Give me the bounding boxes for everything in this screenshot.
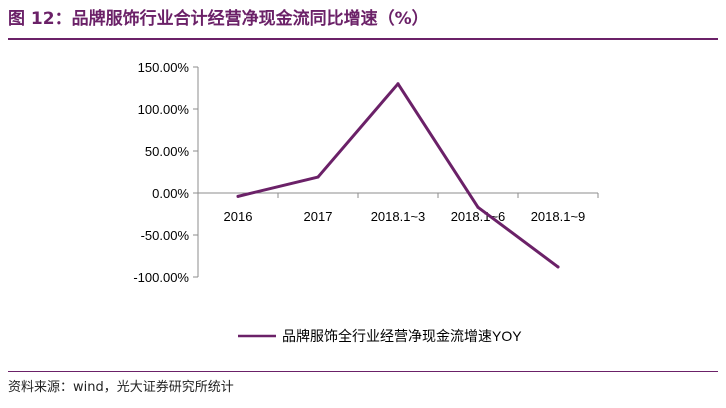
- x-tick-label: 2018.1~3: [371, 209, 426, 224]
- y-tick-label: 150.00%: [138, 60, 190, 75]
- title-divider: [8, 38, 718, 40]
- chart-title: 图 12：品牌服饰行业合计经营净现金流同比增速（%）: [8, 9, 429, 29]
- chart-area: 150.00% 100.00% 50.00% 0.00% -50.00% -100.00%…: [0, 40, 726, 370]
- data-point: [396, 82, 400, 86]
- x-tick-label: 2018.1~9: [531, 209, 586, 224]
- figure-header: 图 12：品牌服饰行业合计经营净现金流同比增速（%）: [8, 7, 718, 41]
- y-tick-label: -100.00%: [133, 270, 189, 285]
- source-note: 资料来源：wind，光大证券研究所统计: [8, 380, 234, 395]
- x-tick-label: 2016: [224, 209, 253, 224]
- data-point: [236, 194, 240, 198]
- data-point: [476, 205, 480, 209]
- data-point: [316, 175, 320, 179]
- y-tick-label: 100.00%: [138, 102, 190, 117]
- line-chart: 150.00% 100.00% 50.00% 0.00% -50.00% -100.00%…: [133, 60, 599, 344]
- y-tick-label: 50.00%: [145, 144, 190, 159]
- x-tick-label: 2018.1~6: [451, 209, 506, 224]
- data-point: [556, 265, 560, 269]
- y-tick-label: -50.00%: [141, 228, 190, 243]
- x-tick-label: 2017: [304, 209, 333, 224]
- footer-divider: [8, 371, 718, 372]
- legend-label: 品牌服饰全行业经营净现金流增速YOY: [282, 328, 522, 344]
- y-tick-label: 0.00%: [152, 186, 189, 201]
- series-line: [236, 82, 560, 269]
